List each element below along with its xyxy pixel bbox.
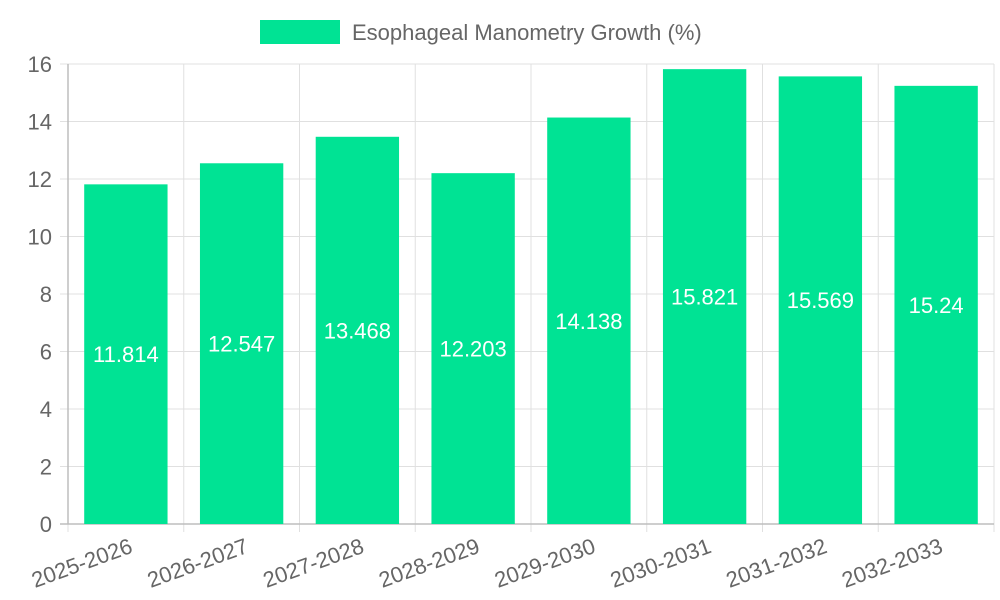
data-label: 12.203: [439, 337, 506, 362]
data-label: 14.138: [555, 309, 622, 334]
bars: [84, 69, 978, 525]
data-label: 15.24: [909, 293, 964, 318]
y-tick-label: 2: [40, 455, 52, 480]
data-label: 13.468: [324, 318, 391, 343]
data-labels: 11.814 12.547 13.468 12.203 14.138 15.821 15.5…: [93, 285, 964, 368]
bar-2029-2030[interactable]: [547, 117, 631, 524]
legend[interactable]: Esophageal Manometry Growth (%): [260, 20, 702, 45]
y-axis-tick-labels: 0 2 4 6 8 10 12 14 16: [28, 52, 52, 537]
x-tick-label: 2028-2029: [375, 533, 482, 592]
x-tick-label: 2030-2031: [607, 533, 714, 592]
y-tick-label: 10: [28, 225, 52, 250]
x-tick-label: 2031-2032: [723, 533, 830, 592]
bar-2031-2032[interactable]: [778, 76, 863, 525]
y-tick-label: 4: [40, 397, 52, 422]
x-tick-label: 2025-2026: [28, 533, 135, 592]
bar-2028-2029[interactable]: [431, 173, 515, 524]
y-tick-label: 16: [28, 52, 52, 77]
y-tick-label: 6: [40, 340, 52, 365]
bar-2025-2026[interactable]: [84, 184, 168, 524]
y-tick-label: 0: [40, 512, 52, 537]
data-label: 12.547: [208, 332, 275, 357]
bar-2026-2027[interactable]: [199, 163, 284, 524]
bar-2027-2028[interactable]: [315, 136, 400, 525]
x-tick-label: 2032-2033: [838, 533, 945, 592]
x-axis-tick-labels: 2025-2026 2026-2027 2027-2028 2028-2029 2029…: [28, 533, 946, 592]
x-tick-label: 2026-2027: [144, 533, 251, 592]
data-label: 15.569: [787, 288, 854, 313]
bar-2030-2031[interactable]: [662, 69, 747, 525]
x-tick-label: 2027-2028: [260, 533, 367, 592]
x-tick-label: 2029-2030: [491, 533, 598, 592]
data-label: 15.821: [671, 285, 738, 310]
legend-swatch: [260, 20, 340, 44]
data-label: 11.814: [93, 342, 159, 367]
bar-2032-2033[interactable]: [894, 85, 978, 524]
legend-label: Esophageal Manometry Growth (%): [352, 20, 702, 45]
y-tick-label: 12: [28, 167, 52, 192]
y-tick-label: 14: [28, 110, 52, 135]
y-tick-label: 8: [40, 282, 52, 307]
